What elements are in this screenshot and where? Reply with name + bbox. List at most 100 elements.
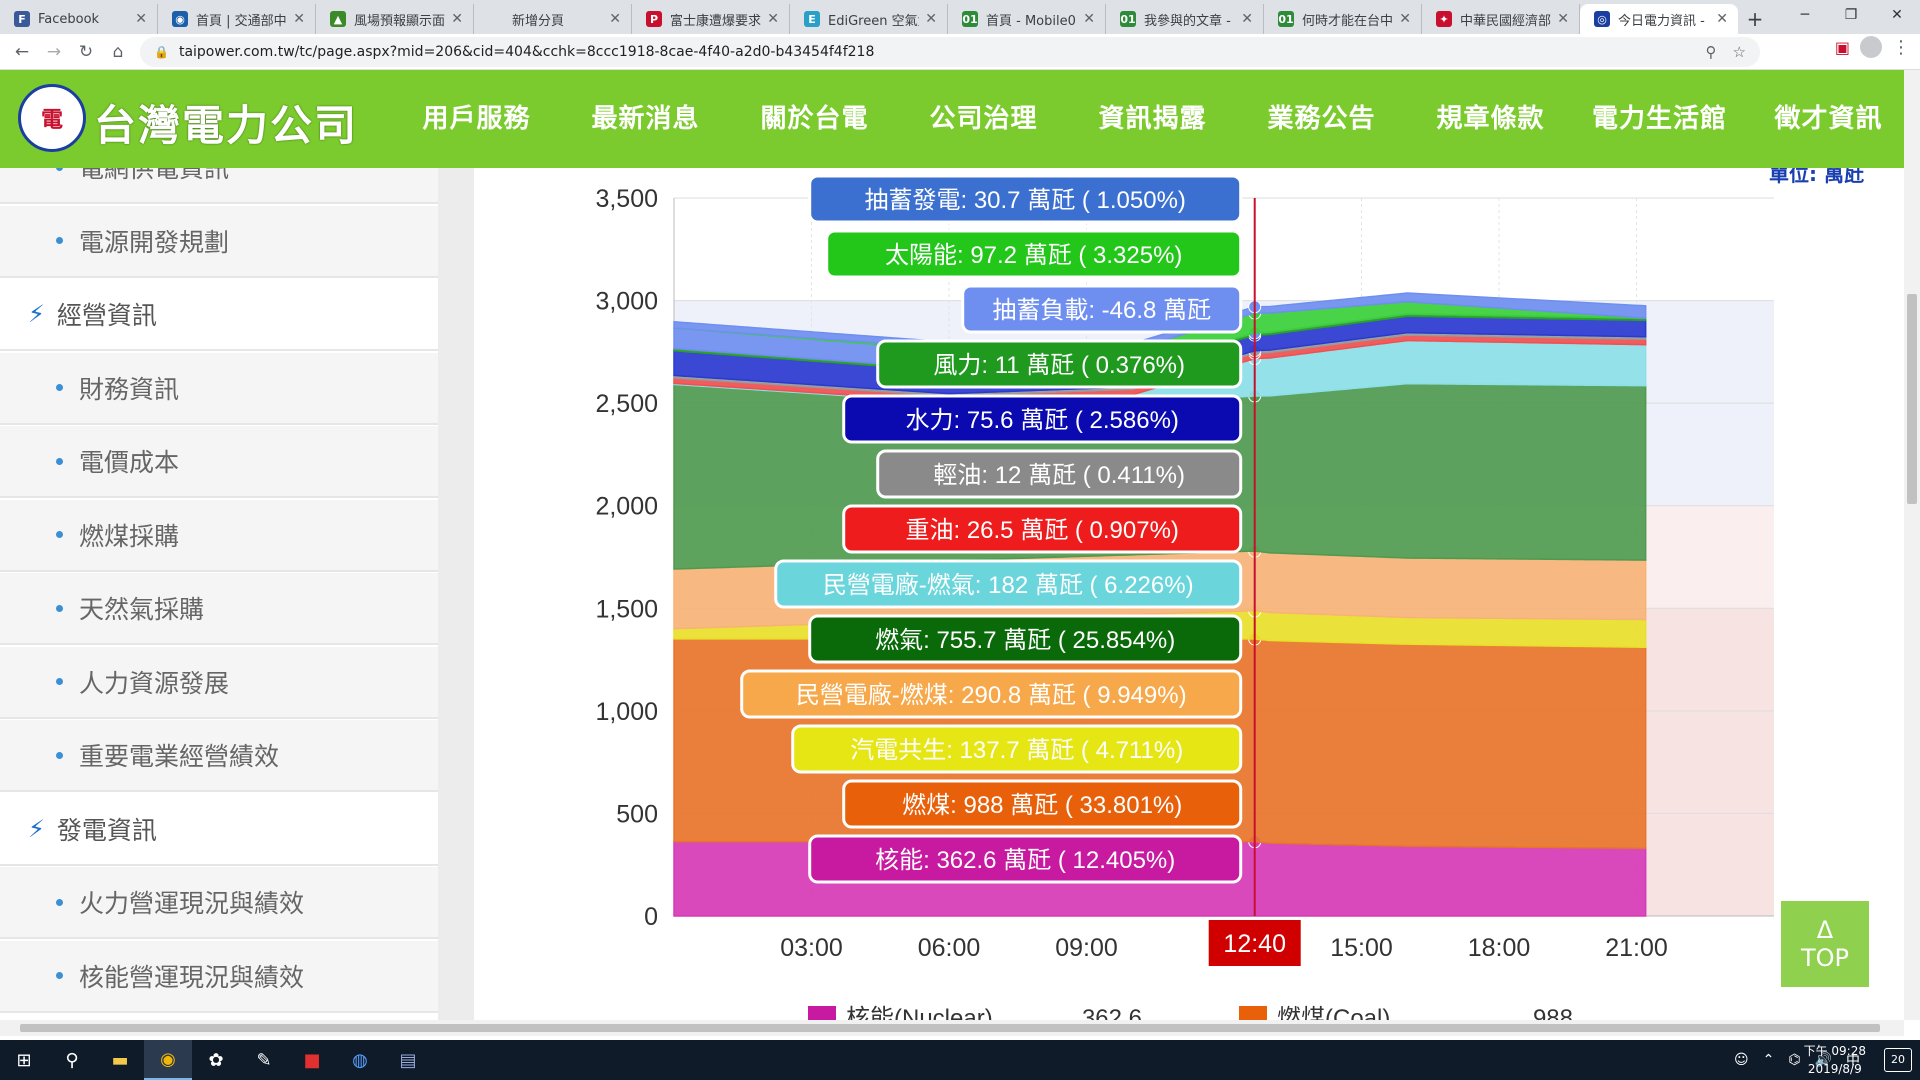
sidebar-item[interactable]: 火力營運現況與績效 [0, 867, 438, 939]
sidebar-item[interactable]: 人力資源發展 [0, 646, 438, 719]
browser-tab[interactable]: 01 何時才能在台中 ✕ [1264, 4, 1422, 34]
tooltip-label: 燃煤: 988 萬瓩 ( 33.801%) [842, 779, 1243, 829]
back-icon[interactable]: ← [14, 42, 30, 62]
profile-avatar[interactable] [1860, 36, 1882, 58]
close-icon[interactable]: ✕ [1891, 7, 1903, 23]
address-bar[interactable]: 🔒 taipower.com.tw/tc/page.aspx?mid=206&c… [140, 37, 1760, 67]
y-tick-label: 3,500 [595, 185, 658, 213]
nav-item[interactable]: 業務公告 [1267, 104, 1376, 134]
windows-start-icon[interactable]: ⊞ [16, 1049, 32, 1071]
app-globe-icon[interactable]: ◍ [352, 1049, 368, 1071]
sidebar-category[interactable]: ⚡ 發電資訊 [0, 793, 438, 866]
browser-tab[interactable]: ▲ 風場預報顯示面 ✕ [316, 4, 474, 34]
y-tick-label: 2,000 [595, 493, 658, 521]
sidebar-item[interactable]: 電源開發規劃 [0, 205, 438, 278]
chrome-icon[interactable]: ◉ [144, 1040, 192, 1080]
network-icon[interactable]: ⌬ [1788, 1052, 1801, 1068]
tab-close-icon[interactable]: ✕ [1083, 11, 1095, 27]
browser-tab[interactable]: 新增分頁 ✕ [474, 4, 632, 34]
app-notepad-icon[interactable]: ▤ [399, 1049, 417, 1071]
restore-icon[interactable]: ❐ [1844, 7, 1858, 23]
extension-icon[interactable]: ▣ [1834, 37, 1850, 57]
sidebar-item[interactable]: 核能營運現況與績效 [0, 940, 438, 1013]
sidebar-item[interactable]: 電價成本 [0, 426, 438, 498]
legend-swatch [1239, 1006, 1267, 1020]
browser-tab[interactable]: ◉ 首頁 | 交通部中央 ✕ [158, 4, 316, 34]
tab-favicon-icon: E [804, 11, 820, 27]
nav-item[interactable]: 資訊揭露 [1098, 104, 1207, 134]
tab-favicon-icon [488, 11, 504, 27]
sidebar-item[interactable]: 財務資訊 [0, 352, 438, 425]
sidebar-category[interactable]: ⚡ 經營資訊 [0, 279, 438, 351]
browser-tab[interactable]: E EdiGreen 空氣盒 ✕ [790, 4, 948, 34]
site-logo-text[interactable]: 台灣電力公司 [94, 101, 359, 150]
legend-value: 988 [1533, 1005, 1573, 1020]
search-icon[interactable]: ⚲ [65, 1049, 79, 1071]
browser-tab[interactable]: 01 我參與的文章 - M ✕ [1106, 4, 1264, 34]
tooltip-label: 民營電廠-燃煤: 290.8 萬瓩 ( 9.949%) [740, 669, 1243, 719]
back-to-top-button[interactable]: Δ TOP [1781, 901, 1869, 987]
tooltip-label-text: 風力: 11 萬瓩 ( 0.376%) [933, 352, 1185, 379]
vertical-scrollbar[interactable] [1904, 70, 1920, 1020]
tab-close-icon[interactable]: ✕ [767, 11, 779, 27]
ime-icon[interactable]: 中 [1846, 1053, 1860, 1069]
horizontal-scroll-thumb[interactable] [20, 1024, 1880, 1032]
y-tick-label: 0 [644, 903, 658, 931]
browser-toolbar: ← → ↻ ⌂ 🔒 taipower.com.tw/tc/page.aspx?m… [0, 34, 1920, 70]
vertical-scroll-thumb[interactable] [1907, 294, 1917, 504]
tab-close-icon[interactable]: ✕ [925, 11, 937, 27]
menu-icon[interactable]: ⋮ [1892, 36, 1910, 58]
forward-icon[interactable]: → [46, 42, 62, 62]
tab-close-icon[interactable]: ✕ [609, 11, 621, 27]
app-red-icon[interactable]: ■ [303, 1049, 321, 1071]
system-tray: ☺ ⌃ ⌬ 🔊 中 [1734, 1040, 1860, 1080]
volume-icon[interactable]: 🔊 [1814, 1052, 1832, 1068]
tray-expand-icon[interactable]: ⌃ [1762, 1052, 1775, 1068]
sidebar-item[interactable]: 電網供電資訊 [0, 168, 438, 204]
new-tab-button[interactable]: + [1746, 7, 1764, 31]
minimize-icon[interactable]: ─ [1800, 7, 1810, 23]
browser-tab[interactable]: 01 首頁 - Mobile01 ✕ [948, 4, 1106, 34]
notification-center-icon[interactable]: 20 [1884, 1048, 1912, 1072]
browser-tab[interactable]: F Facebook ✕ [0, 4, 158, 34]
horizontal-scrollbar[interactable] [0, 1020, 1904, 1036]
tab-close-icon[interactable]: ✕ [1557, 11, 1569, 27]
lock-icon[interactable]: 🔒 [154, 45, 169, 59]
nav-item[interactable]: 關於台電 [760, 104, 869, 134]
browser-tab[interactable]: ◎ 今日電力資訊 - 台 ✕ [1580, 4, 1738, 34]
home-icon[interactable]: ⌂ [112, 42, 124, 62]
tooltip-label: 民營電廠-燃氣: 182 萬瓩 ( 6.226%) [774, 559, 1243, 609]
tab-close-icon[interactable]: ✕ [293, 11, 305, 27]
nav-item[interactable]: 電力生活館 [1591, 104, 1727, 134]
reload-icon[interactable]: ↻ [78, 42, 94, 62]
x-tick-label: 18:00 [1468, 934, 1531, 962]
sidebar-item-label: 燃煤採購 [79, 521, 180, 551]
nav-item[interactable]: 公司治理 [929, 104, 1038, 134]
tab-close-icon[interactable]: ✕ [451, 11, 463, 27]
taskbar-clock[interactable]: 下午 09:28 2019/8/9 [1804, 1042, 1866, 1078]
sidebar-item-label: 人力資源發展 [79, 668, 230, 698]
app-rabbit-icon[interactable]: ✿ [208, 1049, 224, 1071]
x-tick-label: 21:00 [1605, 934, 1668, 962]
tab-close-icon[interactable]: ✕ [135, 11, 147, 27]
app-paint-icon[interactable]: ✎ [256, 1049, 272, 1071]
nav-item[interactable]: 用戶服務 [422, 104, 531, 134]
sidebar-item[interactable]: 重要電業經營績效 [0, 720, 438, 792]
people-icon[interactable]: ☺ [1733, 1052, 1749, 1068]
browser-tab[interactable]: ✦ 中華民國經濟部 ✕ [1422, 4, 1580, 34]
taipower-logo-icon[interactable]: 電 [18, 84, 86, 152]
sidebar-item[interactable]: 天然氣採購 [0, 573, 438, 645]
nav-item[interactable]: 最新消息 [591, 104, 700, 134]
zoom-icon[interactable]: ⚲ [1705, 43, 1717, 61]
y-tick-label: 2,500 [595, 390, 658, 418]
tab-close-icon[interactable]: ✕ [1399, 11, 1411, 27]
bookmark-star-icon[interactable]: ☆ [1732, 43, 1746, 61]
tab-close-icon[interactable]: ✕ [1716, 11, 1728, 27]
browser-tab[interactable]: P 富士康遭爆要求 ✕ [632, 4, 790, 34]
sidebar-item[interactable]: 燃煤採購 [0, 499, 438, 572]
tab-close-icon[interactable]: ✕ [1241, 11, 1253, 27]
tab-favicon-icon: 01 [962, 11, 978, 27]
nav-item[interactable]: 規章條款 [1436, 104, 1545, 134]
file-explorer-icon[interactable]: ▬ [111, 1049, 129, 1071]
nav-item[interactable]: 徵才資訊 [1774, 104, 1883, 134]
